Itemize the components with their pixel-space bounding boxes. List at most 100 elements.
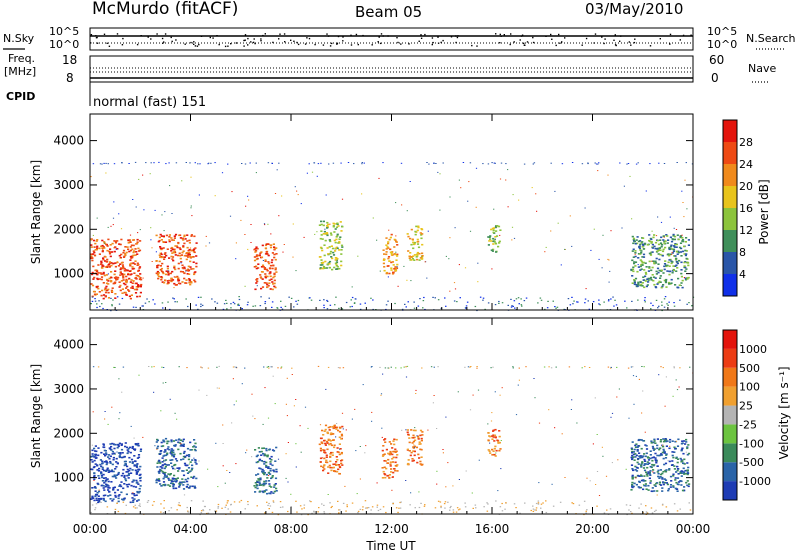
nave-label: Nave — [748, 62, 776, 75]
echo-cell — [335, 246, 338, 249]
echo-cell — [98, 300, 100, 302]
echo-cell — [399, 507, 402, 509]
echo-cell — [274, 460, 277, 462]
echo-cell — [97, 501, 100, 504]
echo-cell — [108, 252, 112, 255]
echo-cell — [104, 418, 106, 420]
echo-cell — [490, 367, 492, 369]
echo-cell — [656, 444, 659, 447]
echo-cell — [98, 489, 100, 491]
echo-cell — [269, 463, 272, 465]
echo-cell — [155, 272, 158, 275]
echo-cell — [116, 296, 119, 298]
echo-cell — [189, 266, 192, 268]
echo-cell — [492, 434, 495, 436]
echo-cell — [265, 251, 268, 253]
noise-point — [437, 36, 439, 38]
echo-cell — [684, 278, 688, 281]
echo-cell — [119, 453, 122, 455]
echo-cell — [490, 249, 493, 251]
echo-cell — [179, 257, 182, 260]
echo-cell — [329, 442, 332, 445]
echo-cell — [161, 467, 164, 469]
echo-cell — [99, 305, 101, 308]
noise-point — [649, 45, 652, 47]
echo-cell — [674, 255, 677, 257]
echo-cell — [646, 284, 649, 286]
echo-cell — [638, 245, 641, 248]
echo-cell — [623, 185, 625, 187]
echo-cell — [391, 261, 394, 263]
echo-cell — [266, 492, 269, 495]
echo-cell — [663, 263, 667, 265]
echo-cell — [92, 466, 95, 469]
echo-cell — [266, 269, 269, 272]
echo-cell — [663, 451, 666, 453]
echo-cell — [390, 269, 393, 271]
echo-cell — [632, 266, 635, 269]
noise-point — [424, 33, 426, 36]
echo-cell — [172, 251, 175, 254]
colorbar-swatch — [723, 386, 737, 406]
y-tick-label: 2000 — [53, 222, 84, 236]
echo-cell — [576, 301, 578, 303]
echo-cell — [383, 460, 386, 462]
noise-point — [161, 37, 164, 40]
echo-cell — [125, 493, 128, 496]
echo-cell — [495, 225, 498, 227]
echo-cell — [179, 254, 182, 257]
echo-cell — [162, 247, 165, 249]
echo-cell — [652, 447, 655, 450]
echo-cell — [669, 445, 671, 447]
echo-cell — [663, 242, 666, 245]
noise-point — [523, 42, 525, 44]
echo-cell — [190, 268, 193, 270]
echo-cell — [114, 475, 117, 478]
echo-cell — [138, 295, 141, 298]
echo-cell — [411, 442, 414, 444]
echo-cell — [367, 507, 370, 509]
echo-cell — [115, 276, 118, 278]
noise-point — [380, 33, 383, 35]
echo-cell — [317, 365, 320, 367]
echo-cell — [153, 501, 155, 503]
echo-cell — [384, 441, 387, 443]
echo-cell — [398, 507, 400, 509]
noise-point — [561, 41, 563, 43]
echo-cell — [257, 254, 260, 257]
echo-cell — [104, 500, 107, 503]
echo-cell — [274, 267, 277, 270]
echo-cell — [390, 254, 393, 256]
echo-cell — [194, 162, 196, 164]
echo-cell — [174, 444, 177, 446]
echo-cell — [329, 453, 332, 455]
echo-cell — [136, 500, 139, 502]
echo-cell — [645, 452, 648, 455]
echo-cell — [247, 501, 249, 503]
echo-cell — [107, 471, 110, 473]
echo-cell — [650, 279, 653, 281]
echo-cell — [111, 406, 113, 408]
echo-cell — [133, 498, 136, 500]
echo-cell — [385, 237, 388, 239]
echo-cell — [104, 450, 107, 452]
echo-cell — [631, 300, 633, 302]
echo-cell — [159, 265, 162, 267]
echo-cell — [167, 477, 170, 480]
echo-cell — [415, 446, 418, 449]
echo-cell — [241, 163, 243, 164]
echo-cell — [105, 282, 109, 285]
echo-cell — [329, 466, 332, 469]
echo-cell — [93, 476, 96, 478]
echo-cell — [229, 215, 232, 217]
echo-cell — [259, 305, 262, 307]
echo-cell — [596, 471, 599, 472]
echo-cell — [118, 243, 121, 245]
echo-cell — [131, 492, 134, 495]
echo-cell — [93, 499, 96, 502]
echo-cell — [537, 302, 539, 304]
noise-sky-label: N.Sky — [3, 32, 35, 45]
echo-cell — [270, 491, 273, 493]
echo-cell — [121, 273, 124, 275]
echo-cell — [641, 241, 644, 243]
